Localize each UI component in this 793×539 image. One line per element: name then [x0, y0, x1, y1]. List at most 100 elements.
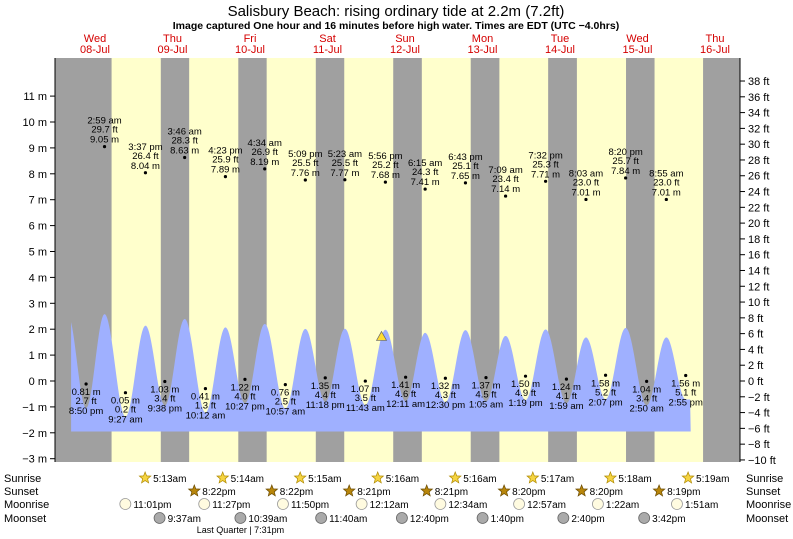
chart-title: Salisbury Beach: rising ordinary tide at…	[228, 3, 565, 20]
tide-time: 8:20 pm	[608, 147, 642, 158]
moonset-time: 11:40am	[329, 514, 367, 525]
left-tick-label: −1 m	[22, 402, 47, 414]
right-tick-label: 0 ft	[748, 376, 763, 388]
sunset-time: 8:19pm	[667, 487, 700, 498]
tide-height-ft: 2.7 ft	[76, 396, 97, 407]
tide-time: 12:30 pm	[426, 400, 466, 411]
tide-time: 8:55 am	[649, 168, 683, 179]
left-tick-label: 7 m	[29, 195, 47, 207]
left-tick-label: 9 m	[29, 143, 47, 155]
tide-time: 8:50 pm	[69, 406, 103, 417]
sunrise-star-icon	[371, 471, 385, 484]
sunrise-star-icon	[138, 471, 152, 484]
tide-height-m: 1.24 m	[552, 382, 581, 393]
tide-point	[323, 376, 327, 380]
moonrise-moon-icon	[198, 498, 211, 510]
moonrise-moon-icon	[119, 498, 132, 510]
tide-height-ft: 26.4 ft	[132, 151, 159, 162]
sunset-star-icon	[265, 484, 279, 497]
tide-height-ft: 25.9 ft	[212, 155, 239, 166]
tide-point	[584, 197, 588, 202]
sunrise-star-icon	[216, 471, 230, 484]
tide-height-ft: 0.2 ft	[115, 405, 136, 416]
tide-height-ft: 3.5 ft	[355, 393, 376, 404]
tide-point	[263, 167, 267, 171]
tide-point	[463, 181, 468, 185]
tide-height-m: 1.37 m	[471, 381, 500, 392]
day-name-label: Wed	[626, 33, 648, 45]
moonset-time: 3:42pm	[652, 514, 685, 525]
tide-height-m: 7.65 m	[451, 171, 480, 182]
right-tick-label: −2 ft	[748, 392, 770, 404]
moonset-time: 10:39am	[248, 514, 287, 525]
moonset-moon-icon	[476, 512, 489, 524]
tide-height-ft: 5.1 ft	[675, 387, 696, 398]
sunrise-star-icon	[293, 471, 307, 484]
tide-point	[102, 145, 107, 149]
tide-height-m: 7.77 m	[330, 168, 359, 179]
right-tick-label: 6 ft	[748, 329, 763, 341]
tide-point	[223, 175, 228, 179]
tide-height-ft: 4.5 ft	[475, 390, 496, 401]
tide-height-m: 8.04 m	[131, 161, 160, 172]
moonrise-row-label-left: Moonrise	[4, 499, 49, 511]
tide-height-m: 7.41 m	[411, 177, 440, 188]
right-tick-label: 12 ft	[748, 281, 769, 293]
right-tick-label: 20 ft	[748, 218, 769, 230]
sunrise-star-icon	[603, 471, 618, 484]
tide-height-ft: 4.0 ft	[234, 391, 255, 402]
sunrise-time: 5:14am	[231, 474, 264, 485]
tide-height-ft: 24.3 ft	[412, 167, 439, 178]
tide-point	[303, 178, 307, 182]
moonrise-moon-icon	[434, 498, 447, 510]
tide-time: 2:50 am	[629, 403, 663, 414]
day-date-label: 08-Jul	[80, 44, 110, 56]
tide-height-ft: 4.3 ft	[435, 390, 456, 401]
moonset-time: 1:40pm	[491, 514, 524, 525]
axes: −3 m −2 m −1 m 0 m 1 m 2 m 3 m 4 m 5 m 6 m 7 m 8 m 9…	[22, 58, 776, 467]
tide-height-m: 7.01 m	[571, 187, 600, 198]
moonset-time: 12:40pm	[410, 514, 449, 525]
day-name-label: Sun	[395, 33, 415, 45]
tide-height-ft: 23.0 ft	[653, 177, 680, 188]
right-tick-label: −4 ft	[748, 408, 770, 420]
tide-time: 5:09 pm	[288, 149, 322, 160]
tide-time: 4:23 pm	[208, 146, 242, 157]
tide-point	[543, 179, 548, 183]
day-date-label: 09-Jul	[158, 44, 188, 56]
tide-height-ft: 4.1 ft	[556, 391, 577, 402]
sunset-row-label-left: Sunset	[4, 486, 38, 498]
tide-point	[664, 197, 668, 202]
tide-point	[243, 377, 247, 381]
day-name-label: Sat	[319, 33, 336, 45]
moonrise-time: 12:57am	[527, 500, 566, 511]
tide-height-m: 1.50 m	[511, 379, 540, 390]
tide-height-m: 0.05 m	[111, 396, 140, 407]
tide-height-ft: 3.4 ft	[636, 393, 657, 404]
right-tick-label: 16 ft	[748, 250, 769, 262]
sunset-star-icon	[652, 484, 666, 497]
tide-height-m: 8.63 m	[170, 145, 199, 156]
moonrise-time: 12:12am	[370, 500, 409, 511]
tide-point	[484, 376, 488, 380]
tide-height-m: 7.14 m	[491, 184, 520, 195]
moonrise-time: 1:22am	[606, 500, 639, 511]
tide-height-ft: 2.5 ft	[275, 397, 296, 408]
day-date-label: 16-Jul	[700, 44, 730, 56]
left-tick-label: 0 m	[29, 376, 47, 388]
day-date-label: 13-Jul	[468, 44, 498, 56]
tide-point	[443, 376, 447, 380]
sunset-time: 8:22pm	[280, 487, 313, 498]
tide-point	[523, 374, 528, 378]
tide-point	[564, 377, 569, 381]
left-tick-label: 8 m	[29, 169, 47, 181]
sun-moon-table: Sunrise Sunrise 5:13am 5:14am 5:15am 5:16am 5:…	[4, 471, 791, 535]
moon-phase-label: Last Quarter | 7:31pm	[197, 525, 284, 535]
moonset-row-label-left: Moonset	[4, 513, 46, 525]
day-name-label: Thu	[706, 33, 725, 45]
right-tick-label: 24 ft	[748, 187, 769, 199]
day-date-label: 11-Jul	[313, 44, 342, 56]
day-date-label: 12-Jul	[390, 44, 420, 56]
tide-water-area	[71, 314, 691, 432]
